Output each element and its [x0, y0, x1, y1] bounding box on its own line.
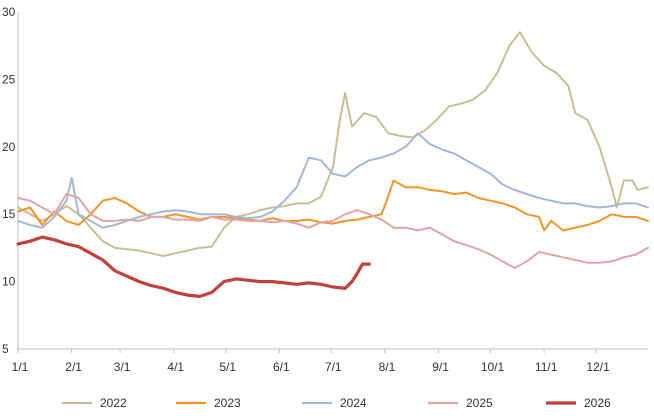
series-line-2024 — [17, 132, 649, 229]
legend-label-2024: 2024 — [340, 396, 367, 410]
x-tick-label: 9/1 — [432, 360, 449, 374]
chart-axes — [17, 12, 648, 350]
series-line-2022 — [17, 31, 649, 257]
legend-label-2022: 2022 — [100, 396, 127, 410]
y-tick-labels: 5 10 15 20 25 30 — [2, 5, 16, 356]
legend-label-2026: 2026 — [584, 396, 611, 410]
x-tick-label: 2/1 — [65, 360, 82, 374]
series-line-2026 — [16, 235, 371, 298]
x-tick-label: 10/1 — [481, 360, 505, 374]
series-line-2025 — [17, 193, 649, 270]
x-tick-label: 8/1 — [379, 360, 396, 374]
y-tick-label: 15 — [2, 207, 16, 221]
series-lines — [16, 31, 649, 298]
x-tick-label: 11/1 — [535, 360, 558, 374]
series-line-2023 — [17, 179, 649, 232]
y-tick-label: 25 — [2, 72, 16, 86]
x-tick-label: 7/1 — [325, 360, 342, 374]
y-tick-label: 20 — [2, 140, 16, 154]
legend: 2022 2023 2024 2025 2026 — [62, 396, 611, 410]
x-tick-label: 6/1 — [273, 360, 290, 374]
legend-label-2023: 2023 — [214, 396, 241, 410]
x-tick-label: 4/1 — [167, 360, 184, 374]
x-tick-label: 5/1 — [219, 360, 236, 374]
y-tick-label: 5 — [2, 342, 9, 356]
x-tick-label: 1/1 — [12, 360, 29, 374]
x-tick-labels: 1/1 2/1 3/1 4/1 5/1 6/1 7/1 8/1 9/1 10/1 11/1 12/1 — [12, 349, 610, 374]
x-tick-label: 3/1 — [114, 360, 131, 374]
legend-label-2025: 2025 — [466, 396, 493, 410]
y-tick-label: 10 — [2, 275, 16, 289]
y-tick-label: 30 — [2, 5, 16, 19]
x-tick-label: 12/1 — [586, 360, 610, 374]
